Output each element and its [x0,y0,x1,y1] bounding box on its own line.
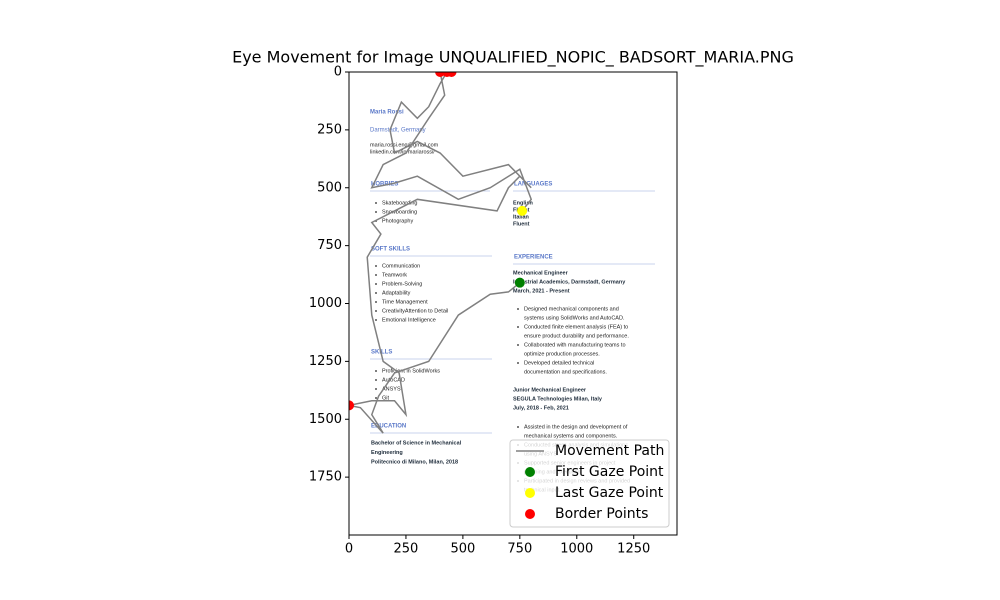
image-text: Snowboarding [382,209,417,215]
image-bullet [375,310,377,312]
image-text: EXPERIENCE [514,255,553,261]
image-bullet [517,426,519,428]
image-text: English [513,200,534,206]
movement-path [349,72,533,434]
image-text: Italian [513,214,530,220]
legend-box [509,439,670,528]
image-text: ensure product durability and performanc… [524,333,629,339]
image-text: Skateboarding [382,200,417,206]
legend-label: Movement Path [555,443,664,459]
gaze-point [517,205,528,216]
image-text: Politecnico di Milano, Milan, 2018 [371,459,458,465]
image-bullet [375,265,377,267]
image-text: documentation and specifications. [524,369,607,375]
image-text: LANGUAGES [514,182,552,188]
legend-label: Last Gaze Point [555,485,664,501]
image-text: Git [382,395,390,401]
y-tick-label: 1750 [309,470,342,485]
y-tick-label: 250 [317,122,342,137]
image-text: Bachelor of Science in Mechanical [371,440,462,446]
image-text: AutoCAD [382,377,405,383]
image-text: Teamwork [382,272,407,278]
x-tick-label: 0 [345,542,353,557]
y-tick-label: 500 [317,180,342,195]
image-bullet [375,301,377,303]
image-bullet [375,274,377,276]
chart-title: Eye Movement for Image UNQUALIFIED_NOPIC… [232,48,794,68]
axes: 0 250 500 750 1000 1250 0 250 500 750 1000 1250 1500… [309,65,650,557]
y-tick-label: 0 [334,65,342,80]
image-text: Engineering [371,450,403,456]
image-text: Designed mechanical components and [524,306,619,312]
image-text: Proficient in SolidWorks [382,368,440,374]
y-tick-label: 1000 [309,296,342,311]
legend-label: Border Points [555,506,648,522]
gaze-layer [349,72,533,434]
image-text: Mechanical Engineer [513,270,569,276]
image-bullet [375,211,377,213]
image-text: CreativityAttention to Detail [382,308,448,314]
image-text: Time Management [382,299,428,305]
image-text: EDUCATION [371,424,406,430]
x-tick-label: 250 [394,542,419,557]
image-text: Collaborated with manufacturing teams to [524,342,626,348]
image-bullet [517,362,519,364]
image-bullet [375,370,377,372]
x-tick-label: 500 [450,542,475,557]
image-text: linkedin.com/in/mariarossi/ [370,149,435,155]
image-text: Darmstadt, Germany [370,128,426,134]
gaze-point [446,72,457,77]
y-tick-label: 1250 [309,354,342,369]
image-bullet [517,326,519,328]
image-bullet [375,283,377,285]
image-text: Junior Mechanical Engineer [513,387,587,393]
image-text: ANSYS [382,386,401,392]
gaze-point [349,400,354,411]
y-tick-label: 750 [317,238,342,253]
legend-swatch [525,488,535,498]
legend-swatch [525,467,535,477]
image-text: Fluent [513,221,530,227]
image-bullet [517,308,519,310]
image-text: mechanical systems and components. [524,433,618,439]
image-text: Assisted in the design and development o… [524,424,628,430]
image-bullet [375,388,377,390]
image-bullet [375,379,377,381]
image-bullet [375,397,377,399]
image-bullet [375,202,377,204]
image-text: Adaptability [382,290,411,296]
image-bullet [375,292,377,294]
image-bullet [517,344,519,346]
image-text: Emotional Intelligence [382,317,436,323]
image-text: Industrial Academics, Darmstadt, Germany [513,279,626,285]
legend-label: First Gaze Point [555,464,664,480]
gaze-point [514,277,525,288]
x-tick-label: 1000 [560,542,593,557]
legend: Movement Path First Gaze Point Last Gaze P… [509,439,670,528]
x-tick-label: 1250 [617,542,650,557]
image-text: Conducted finite element analysis (FEA) … [524,324,628,330]
image-text: Communication [382,263,420,269]
image-text: Photography [382,218,413,224]
image-text: SEGULA Technologies Milan, Italy [513,396,603,402]
image-text: Developed detailed technical [524,360,594,366]
image-text: Problem-Solving [382,281,422,287]
image-text: systems using SolidWorks and AutoCAD. [524,315,625,321]
image-bullet [375,319,377,321]
image-text: March, 2021 - Present [513,288,570,294]
image-text: maria.rossi.eng@gmail.com [370,142,439,148]
image-text: July, 2018 - Feb, 2021 [513,405,569,411]
image-text: optimize production processes. [524,351,600,357]
legend-swatch [525,509,535,519]
image-text: Maria Rossi [370,110,404,116]
x-tick-label: 750 [507,542,532,557]
image-text: SOFT SKILLS [371,247,410,253]
y-tick-label: 1500 [309,412,342,427]
